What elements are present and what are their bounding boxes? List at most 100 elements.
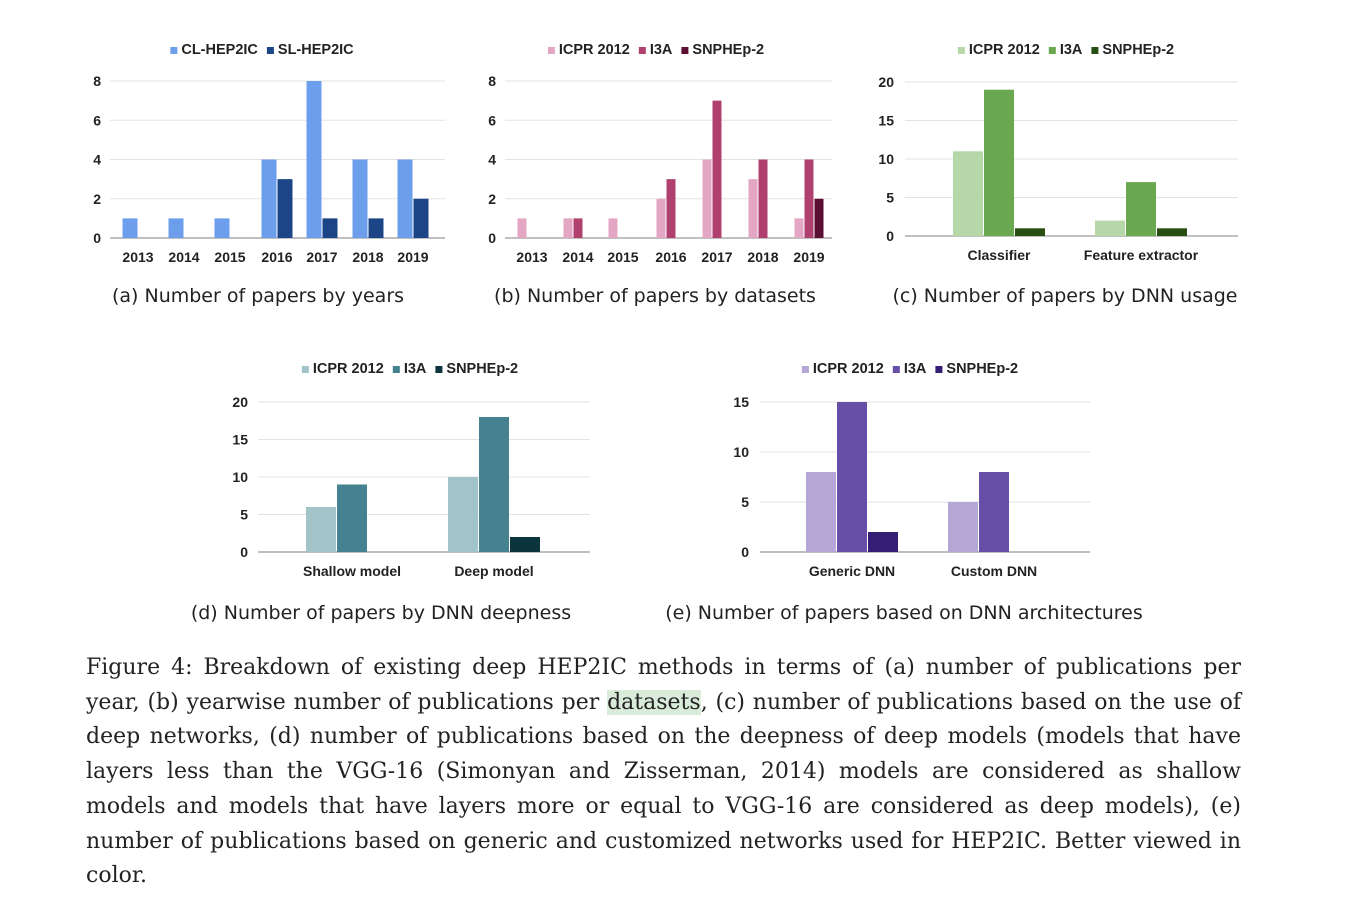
y-tick-label: 0 (240, 544, 248, 560)
chart-d: 0 5 10 15 20 Shallow model Deep model ICPR 2012… (191, 361, 590, 624)
x-tick-label: 2014 (168, 249, 199, 265)
legend-label: CL-HEP2IC (181, 42, 258, 58)
legend-label: I3A (404, 361, 427, 377)
bar (337, 484, 367, 552)
chart-c: 0 5 10 15 20 Classifier Feature extractor ICPR … (878, 42, 1238, 307)
x-tick-label: Shallow model (303, 563, 401, 579)
x-tick-label: Classifier (967, 247, 1031, 263)
bar (306, 81, 322, 238)
y-tick-label: 2 (488, 191, 496, 207)
figure-caption: Figure 4: Breakdown of existing deep HEP… (86, 651, 1241, 894)
y-tick-label: 0 (741, 544, 749, 560)
y-tick-label: 4 (488, 152, 496, 168)
legend-swatch (681, 47, 689, 54)
sub-caption-a: (a) Number of papers by years (112, 285, 404, 307)
legend-swatch (1091, 47, 1099, 54)
caption-highlight: datasets (607, 689, 701, 715)
y-tick-label: 10 (232, 469, 248, 485)
legend-label: ICPR 2012 (813, 361, 884, 377)
bar (413, 198, 429, 238)
legend: ICPR 2012 I3A SNPHEp-2 (957, 42, 1174, 58)
x-tick-label: 2016 (655, 249, 686, 265)
sub-caption-e: (e) Number of papers based on DNN archit… (665, 602, 1143, 624)
x-tick-label: 2018 (352, 249, 383, 265)
caption-after: , (c) number of publications based on th… (86, 689, 1242, 889)
y-tick-label: 20 (878, 74, 894, 90)
bar (352, 159, 368, 238)
y-tick-label: 5 (240, 507, 248, 523)
bar (479, 417, 509, 552)
chart-b: 0 2 4 6 8 2013 2014 2015 2016 2017 2018 2019 ICPR 20… (488, 42, 832, 307)
legend-swatch (892, 366, 900, 373)
x-tick-label: 2017 (306, 249, 337, 265)
bar (868, 532, 898, 552)
y-tick-label: 15 (733, 394, 749, 410)
bar (948, 502, 978, 552)
bar (510, 537, 540, 552)
bar (953, 151, 983, 236)
bar (563, 218, 573, 238)
bar (168, 218, 184, 238)
bar (656, 198, 666, 238)
bar (277, 179, 293, 238)
sub-caption-d: (d) Number of papers by DNN deepness (191, 602, 571, 624)
bar (368, 218, 384, 238)
y-tick-label: 0 (93, 230, 101, 246)
bar (608, 218, 618, 238)
bar (397, 159, 413, 238)
y-tick-label: 0 (886, 228, 894, 244)
bar (306, 507, 336, 552)
caption-before: Figure 4: Breakdown of existing deep HEP… (86, 655, 1241, 715)
x-tick-label: 2015 (607, 249, 638, 265)
bar (837, 402, 867, 552)
y-tick-label: 8 (93, 73, 101, 89)
x-tick-label: 2019 (397, 249, 428, 265)
legend-swatch (392, 366, 400, 373)
x-tick-label: 2019 (793, 249, 824, 265)
bar (666, 179, 676, 238)
legend-label: I3A (650, 42, 673, 58)
legend-swatch (266, 47, 274, 54)
bar (517, 218, 527, 238)
bar (1126, 182, 1156, 236)
legend-label: ICPR 2012 (969, 42, 1040, 58)
x-tick-label: Custom DNN (951, 563, 1037, 579)
bar (712, 100, 722, 238)
y-tick-label: 4 (93, 152, 101, 168)
legend-swatch (435, 366, 443, 373)
legend-label: SL-HEP2IC (278, 42, 354, 58)
bar (984, 89, 1014, 236)
y-tick-label: 10 (733, 444, 749, 460)
x-tick-label: 2018 (747, 249, 778, 265)
legend-swatch (935, 366, 943, 373)
chart-a: 0 2 4 6 8 2013 2014 2015 2016 2017 2018 2019 CL-HEP2… (93, 42, 445, 307)
x-tick-label: Generic DNN (809, 563, 895, 579)
legend-label: SNPHEp-2 (1102, 42, 1174, 58)
bar (702, 159, 712, 238)
legend: ICPR 2012 I3A SNPHEp-2 (801, 361, 1018, 377)
bar (979, 472, 1009, 552)
legend-label: SNPHEp-2 (946, 361, 1018, 377)
x-tick-label: 2013 (122, 249, 153, 265)
x-tick-label: 2014 (562, 249, 593, 265)
bar (448, 477, 478, 552)
x-tick-label: 2017 (701, 249, 732, 265)
y-tick-label: 15 (878, 113, 894, 129)
y-tick-label: 6 (488, 112, 496, 128)
bar (573, 218, 583, 238)
legend-swatch (301, 366, 309, 373)
y-tick-label: 8 (488, 73, 496, 89)
legend-swatch (170, 47, 178, 54)
y-tick-label: 10 (878, 151, 894, 167)
x-tick-label: Feature extractor (1084, 247, 1199, 263)
x-tick-label: 2013 (516, 249, 547, 265)
legend: ICPR 2012 I3A SNPHEp-2 (301, 361, 518, 377)
y-tick-label: 2 (93, 191, 101, 207)
legend-swatch (547, 47, 555, 54)
bar (1095, 220, 1125, 236)
x-tick-label: 2016 (261, 249, 292, 265)
legend-label: I3A (1060, 42, 1083, 58)
y-tick-label: 15 (232, 432, 248, 448)
bar (804, 159, 814, 238)
